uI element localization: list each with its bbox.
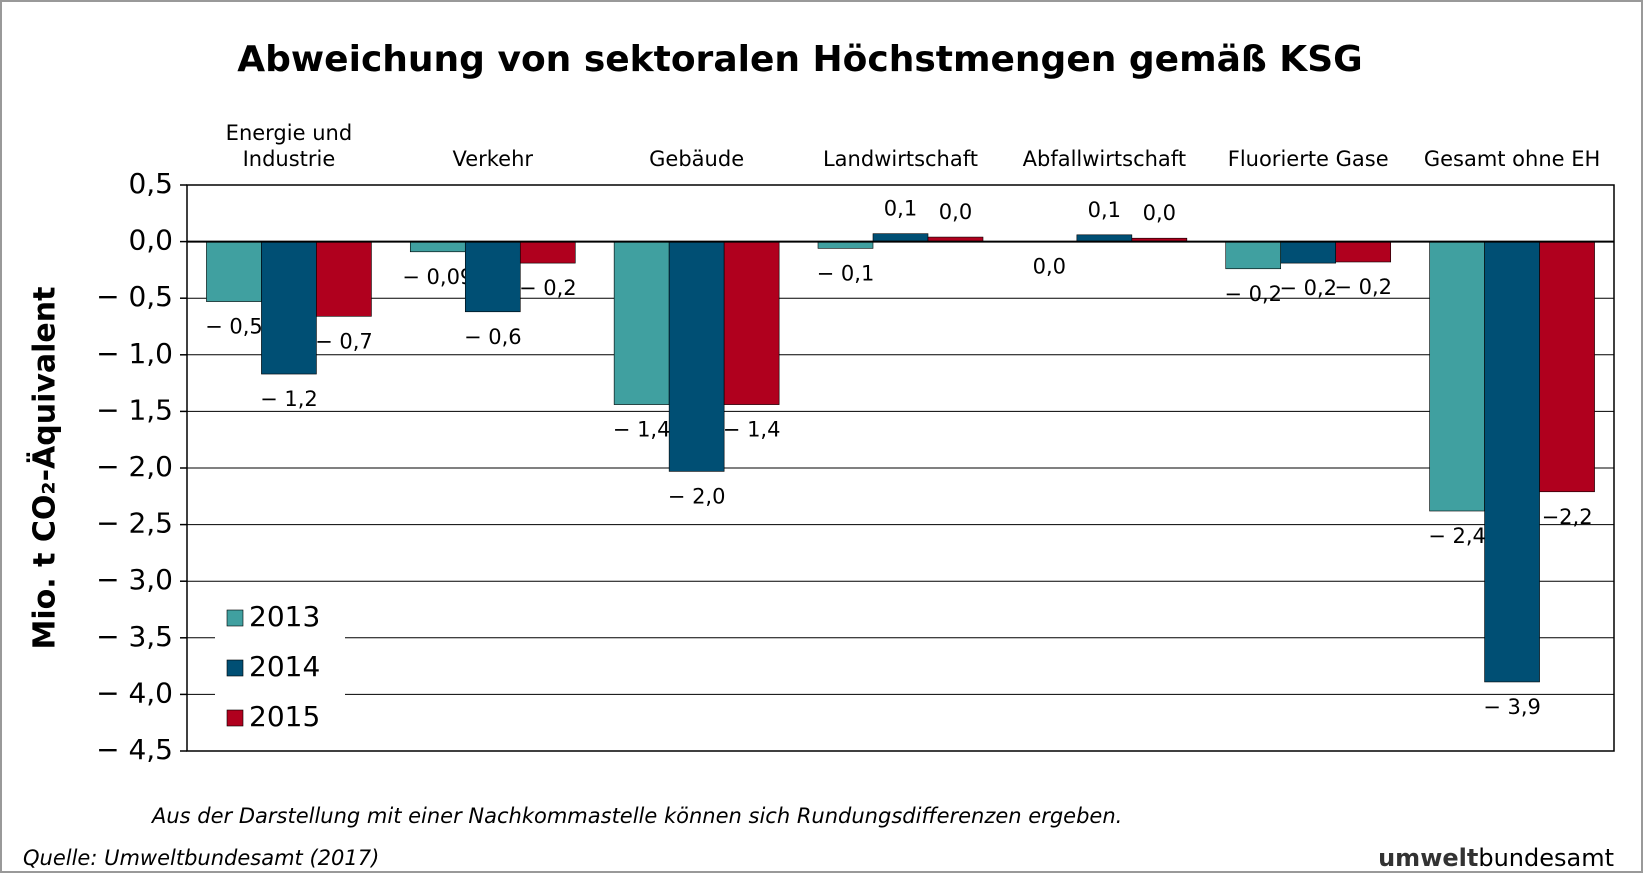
bar: [668, 241, 725, 472]
y-tick-label: 0,0: [128, 224, 173, 257]
legend-label: 2014: [249, 650, 320, 683]
x-tick-label: Verkehr: [452, 147, 534, 171]
plot-border: [186, 184, 1615, 752]
data-label: − 0,6: [464, 325, 522, 349]
y-tick-label: − 3,0: [96, 563, 173, 596]
bar: [1335, 241, 1392, 263]
bar: [519, 241, 576, 264]
bar: [1076, 234, 1133, 242]
data-label: − 0,2: [519, 276, 577, 300]
data-label: − 0,2: [1224, 282, 1282, 306]
data-label: − 0,1: [817, 261, 875, 285]
bar: [817, 241, 874, 249]
data-label: − 0,2: [1279, 276, 1337, 300]
bar: [261, 241, 317, 375]
data-label: − 2,0: [668, 484, 726, 508]
legend-swatch: [226, 709, 244, 727]
bar: [1484, 241, 1540, 683]
data-label: − 0,7: [315, 329, 373, 353]
data-label: −2,2: [1542, 505, 1593, 529]
logo: umweltbundesamt: [1378, 844, 1614, 872]
data-label: − 1,4: [723, 418, 781, 442]
legend-swatch: [226, 609, 244, 627]
y-axis-label: Mio. t CO₂-Äquivalent: [27, 287, 63, 650]
y-tick-label: − 1,5: [96, 393, 173, 426]
data-label: 0,0: [1033, 255, 1066, 279]
logo-rest: bundesamt: [1478, 844, 1614, 872]
x-tick-label: Gebäude: [649, 147, 745, 171]
y-tick-label: − 4,0: [96, 676, 173, 709]
x-tick-label: Abfallwirtschaft: [1022, 147, 1187, 171]
data-label: − 3,9: [1483, 695, 1541, 719]
data-label: 0,1: [1088, 198, 1121, 222]
legend-label: 2015: [249, 700, 320, 733]
note: Aus der Darstellung mit einer Nachkommas…: [150, 804, 1122, 828]
y-tick-label: − 0,5: [96, 280, 173, 313]
y-tick-label: − 4,5: [96, 733, 173, 766]
bar: [1539, 241, 1595, 493]
y-tick-label: − 2,0: [96, 450, 173, 483]
bar: [613, 241, 670, 405]
bar: [409, 241, 466, 253]
bar: [1225, 241, 1282, 270]
data-label: − 2,4: [1428, 524, 1486, 548]
data-label: 0,0: [1143, 201, 1176, 225]
x-tick-label: Energie und Industrie: [225, 121, 353, 171]
bar: [464, 241, 521, 313]
x-tick-label: Landwirtschaft: [822, 147, 978, 171]
bar: [1280, 241, 1337, 264]
y-tick-label: 0,5: [128, 167, 173, 200]
data-label: − 0,5: [205, 315, 263, 339]
data-label: − 1,4: [613, 418, 671, 442]
logo-bold: umwelt: [1378, 844, 1478, 872]
data-label: 0,1: [884, 197, 917, 221]
chart-title: Abweichung von sektoralen Höchstmengen g…: [237, 39, 1362, 80]
bar: [1429, 241, 1485, 512]
y-tick-label: − 2,5: [96, 507, 173, 540]
bar: [723, 241, 780, 405]
data-label: − 1,2: [260, 387, 318, 411]
data-label: − 0,09: [402, 265, 473, 289]
source: Quelle: Umweltbundesamt (2017): [23, 846, 379, 870]
bar: [872, 233, 929, 242]
data-label: − 0,2: [1334, 275, 1392, 299]
legend-swatch: [226, 659, 244, 677]
legend-label: 2013: [249, 600, 320, 633]
data-label: 0,0: [939, 200, 972, 224]
bar: [206, 241, 262, 302]
x-tick-label: Fluorierte Gase: [1227, 147, 1389, 171]
bar: [316, 241, 372, 317]
y-tick-label: − 3,5: [96, 620, 173, 653]
x-tick-label: Gesamt ohne EH: [1423, 147, 1601, 171]
y-tick-label: − 1,0: [96, 337, 173, 370]
